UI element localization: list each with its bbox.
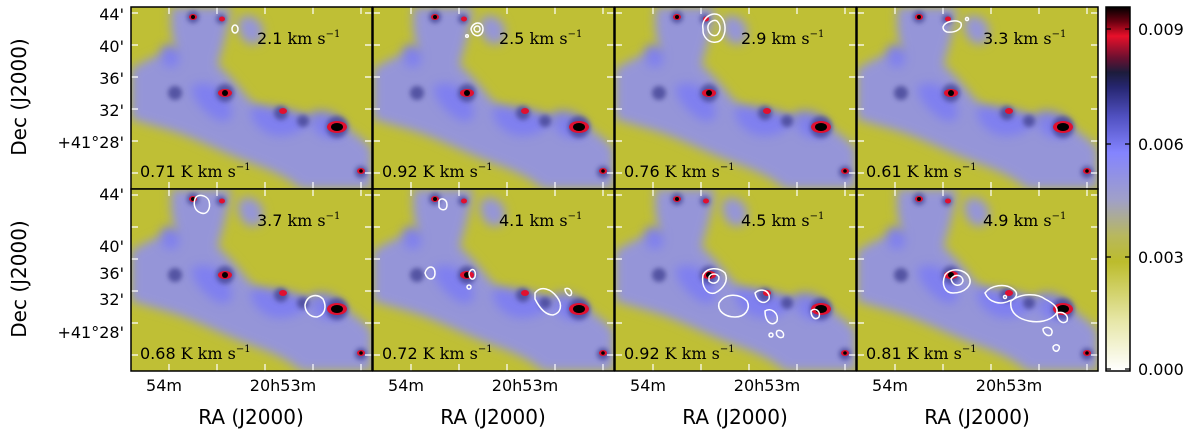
integrated-intensity-label: 0.92 K km s−1 xyxy=(624,344,735,363)
contour-overlay xyxy=(942,269,1069,352)
integrated-intensity-label: 0.92 K km s−1 xyxy=(382,162,493,181)
y-tick-labels-bottom: 44' 40' 36' 32' +41°28' xyxy=(57,185,124,342)
velocity-label: 4.5 km s−1 xyxy=(741,211,824,230)
x-axis-titles: RA (J2000) RA (J2000) RA (J2000) RA (J20… xyxy=(198,405,1030,429)
y-tick-label: 40' xyxy=(99,237,124,256)
channel-panel-5: 3.7 km s−1 0.68 K km s−1 xyxy=(130,188,373,372)
x-tick-labels: 54m 20h53m 54m 20h53m 54m 20h53m 54m 20h… xyxy=(146,376,1042,395)
integrated-intensity-label: 0.81 K km s−1 xyxy=(866,344,977,363)
y-tick-label: +41°28' xyxy=(57,323,124,342)
y-tick-label: 44' xyxy=(99,185,124,204)
x-tick-label: 20h53m xyxy=(492,376,558,395)
y-tick-label: 40' xyxy=(99,37,124,56)
velocity-label: 2.1 km s−1 xyxy=(257,29,340,48)
velocity-label: 2.9 km s−1 xyxy=(741,29,824,48)
velocity-label: 4.9 km s−1 xyxy=(983,211,1066,230)
y-tick-labels-top: 44' 40' 36' 32' +41°28' xyxy=(57,5,124,152)
x-tick-label: 20h53m xyxy=(976,376,1042,395)
x-axis-title: RA (J2000) xyxy=(198,405,304,429)
y-axis-title-top: Dec (J2000) xyxy=(7,38,31,155)
x-axis-title: RA (J2000) xyxy=(682,405,788,429)
colorbar-gradient xyxy=(1105,6,1131,372)
integrated-intensity-label: 0.68 K km s−1 xyxy=(140,344,251,363)
x-tick-label: 54m xyxy=(388,376,424,395)
y-tick-label: 32' xyxy=(99,290,124,309)
x-tick-label: 54m xyxy=(630,376,666,395)
integrated-intensity-label: 0.61 K km s−1 xyxy=(866,162,977,181)
integrated-intensity-label: 0.72 K km s−1 xyxy=(382,344,493,363)
channel-panel-6: 4.1 km s−1 0.72 K km s−1 xyxy=(372,188,615,372)
x-axis-title: RA (J2000) xyxy=(440,405,546,429)
channel-panel-2: 2.5 km s−1 0.92 K km s−1 xyxy=(372,6,615,190)
velocity-label: 3.7 km s−1 xyxy=(257,211,340,230)
y-tick-label: 44' xyxy=(99,5,124,24)
contour-overlay xyxy=(701,268,821,339)
channel-panel-8: 4.9 km s−1 0.81 K km s−1 xyxy=(856,188,1099,372)
contour-overlay xyxy=(942,16,970,33)
channel-panel-4: 3.3 km s−1 0.61 K km s−1 xyxy=(856,6,1099,190)
x-tick-label: 20h53m xyxy=(734,376,800,395)
x-tick-label: 54m xyxy=(872,376,908,395)
contour-overlay xyxy=(464,22,484,39)
velocity-label: 2.5 km s−1 xyxy=(499,29,582,48)
channel-panel-1: 2.1 km s−1 0.71 K km s−1 xyxy=(130,6,373,190)
integrated-intensity-label: 0.76 K km s−1 xyxy=(624,162,735,181)
x-tick-label: 54m xyxy=(146,376,182,395)
y-tick-label: +41°28' xyxy=(57,133,124,152)
panel-grid: 2.1 km s−1 0.71 K km s−1 2.5 km s−1 0.92 K k… xyxy=(130,6,1099,372)
channel-panel-3: 2.9 km s−1 0.76 K km s−1 xyxy=(614,6,857,190)
contour-overlay xyxy=(424,198,573,316)
channel-panel-7: 4.5 km s−1 0.92 K km s−1 xyxy=(614,188,857,372)
colorbar-tick-label: 0.006 xyxy=(1138,135,1184,154)
y-tick-label: 36' xyxy=(99,69,124,88)
y-tick-label: 36' xyxy=(99,264,124,283)
velocity-label: 3.3 km s−1 xyxy=(983,29,1066,48)
colorbar-tick-label: 0.003 xyxy=(1138,248,1184,267)
x-axis-title: RA (J2000) xyxy=(924,405,1030,429)
velocity-label: 4.1 km s−1 xyxy=(499,211,582,230)
contour-overlay xyxy=(193,194,326,318)
y-axis-title-bottom: Dec (J2000) xyxy=(7,220,31,337)
y-tick-label: 32' xyxy=(99,101,124,120)
contour-overlay xyxy=(231,24,239,34)
contour-overlay xyxy=(702,13,726,43)
x-tick-label: 20h53m xyxy=(250,376,316,395)
integrated-intensity-label: 0.71 K km s−1 xyxy=(140,162,251,181)
colorbar-tick-label: 0.009 xyxy=(1138,20,1184,39)
colorbar-tick-label: 0.000 xyxy=(1138,360,1184,379)
colorbar: 0.009 0.006 0.003 0.000 xyxy=(1105,6,1184,379)
